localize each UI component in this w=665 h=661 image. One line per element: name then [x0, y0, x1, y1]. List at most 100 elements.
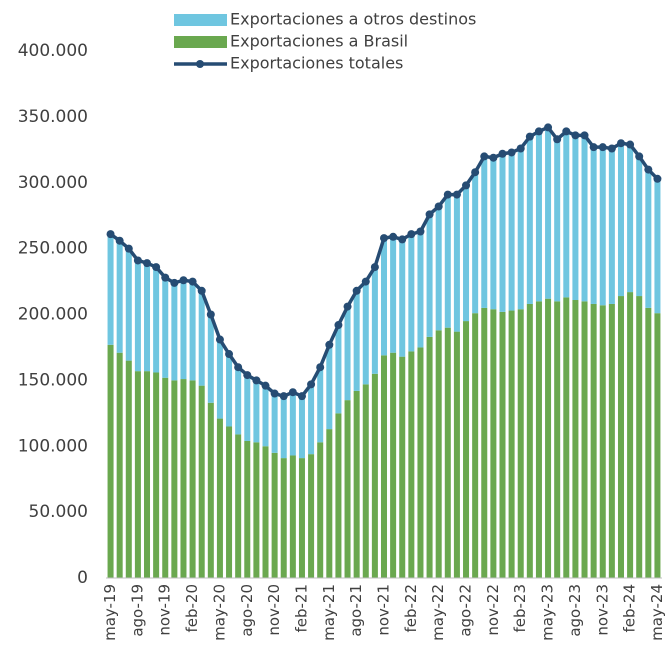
bar-segment: [490, 309, 497, 578]
line-marker: [115, 236, 124, 245]
line-marker: [106, 230, 115, 239]
bar-segment: [207, 314, 214, 403]
line-marker: [653, 174, 662, 183]
bar-segment: [162, 377, 169, 578]
bar-segment: [617, 296, 624, 578]
bar-segment: [134, 260, 141, 372]
line-marker: [425, 210, 434, 219]
bar-segment: [545, 298, 552, 578]
x-tick-label: ago-23: [566, 584, 584, 637]
bar-segment: [216, 418, 223, 578]
bar-segment: [408, 351, 415, 578]
line-marker: [334, 321, 343, 330]
legend-label: Exportaciones a Brasil: [230, 32, 408, 51]
line-marker: [361, 277, 370, 286]
bar-segment: [180, 280, 187, 380]
bar-segment: [344, 400, 351, 578]
line-marker: [380, 234, 388, 243]
bar-segment: [590, 303, 597, 578]
bar-segment: [280, 396, 287, 459]
bar-segment: [253, 380, 260, 443]
legend-marker: [196, 60, 204, 68]
line-marker: [553, 135, 562, 144]
bar-segment: [435, 206, 442, 331]
bar-segment: [116, 352, 123, 578]
line-marker: [607, 144, 616, 153]
line-marker: [270, 389, 279, 398]
line-marker: [279, 392, 288, 401]
bar-segment: [563, 297, 570, 578]
bar-segment: [608, 148, 615, 304]
bar-segment: [463, 185, 470, 322]
bar-segment: [125, 248, 132, 361]
bar-segment: [554, 301, 561, 578]
bar-segment: [545, 127, 552, 299]
x-tick-label: feb-22: [402, 584, 420, 633]
bar-segment: [508, 310, 515, 578]
bar-segment: [371, 373, 378, 578]
line-marker: [407, 230, 416, 239]
bar-segment: [654, 178, 661, 314]
bar-segment: [417, 347, 424, 578]
bar-segment: [572, 300, 579, 578]
x-tick-label: may-24: [648, 584, 665, 641]
bar-segment: [162, 277, 169, 378]
line-marker: [443, 190, 452, 199]
bar-segment: [472, 313, 479, 578]
line-marker: [498, 149, 507, 158]
x-tick-label: feb-23: [511, 584, 529, 633]
bar-segment: [490, 157, 497, 310]
legend-swatch: [174, 36, 227, 48]
line-marker: [343, 302, 352, 311]
y-tick-label: 50.000: [29, 502, 88, 522]
line-marker: [525, 132, 534, 141]
bar-segment: [563, 131, 570, 298]
bar-segment: [517, 309, 524, 578]
x-tick-label: may-19: [101, 584, 119, 641]
line-marker: [261, 381, 270, 390]
y-tick-label: 400.000: [18, 41, 88, 61]
bar-segment: [353, 290, 360, 391]
bar-segment: [153, 372, 160, 578]
bar-segment: [390, 352, 397, 578]
bar-segment: [353, 390, 360, 578]
bar-segment: [654, 313, 661, 578]
bar-segment: [599, 305, 606, 578]
bar-segment: [271, 393, 278, 453]
bar-segment: [581, 135, 588, 302]
line-marker: [534, 127, 543, 136]
line-marker: [215, 335, 224, 344]
line-marker: [480, 152, 489, 161]
bar-segment: [189, 380, 196, 578]
bar-segment: [125, 360, 132, 578]
line-marker: [179, 276, 188, 285]
bar-segment: [581, 301, 588, 578]
x-tick-label: may-23: [539, 584, 557, 641]
line-marker: [370, 263, 379, 272]
bar-segment: [144, 371, 151, 578]
x-tick-label: ago-20: [238, 584, 256, 637]
bar-segment: [198, 290, 205, 386]
line-marker: [352, 286, 361, 295]
bar-segment: [380, 355, 388, 578]
bar-segment: [244, 440, 251, 578]
bar-segment: [289, 455, 296, 578]
line-marker: [234, 363, 243, 372]
line-marker: [626, 140, 635, 149]
bar-segment: [499, 153, 506, 312]
y-tick-label: 250.000: [18, 239, 88, 259]
line-marker: [252, 376, 261, 385]
line-marker: [133, 256, 142, 265]
y-tick-label: 100.000: [18, 436, 88, 456]
bar-segment: [317, 442, 324, 578]
bar-segment: [271, 452, 278, 578]
line-marker: [471, 168, 480, 177]
line-marker: [197, 286, 206, 295]
bar-segment: [371, 267, 378, 374]
line-marker: [644, 165, 653, 174]
y-tick-label: 200.000: [18, 305, 88, 325]
legend-label: Exportaciones a otros destinos: [230, 10, 476, 29]
line-marker: [170, 278, 179, 287]
bar-segment: [481, 307, 488, 578]
x-tick-label: may-20: [210, 584, 228, 641]
